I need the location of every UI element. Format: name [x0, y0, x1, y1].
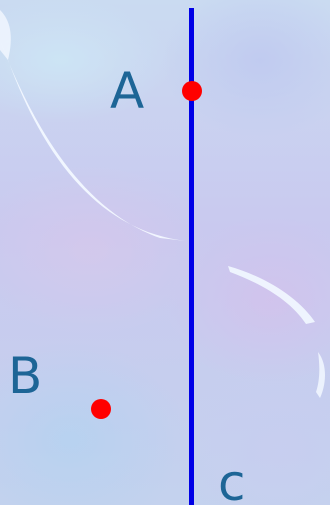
- line-c-label: c: [218, 454, 246, 505]
- point-a: [182, 81, 202, 101]
- point-b-label: B: [8, 347, 42, 405]
- point-b: [91, 399, 111, 419]
- decorative-swoosh: [0, 10, 325, 398]
- point-a-label: A: [110, 62, 144, 120]
